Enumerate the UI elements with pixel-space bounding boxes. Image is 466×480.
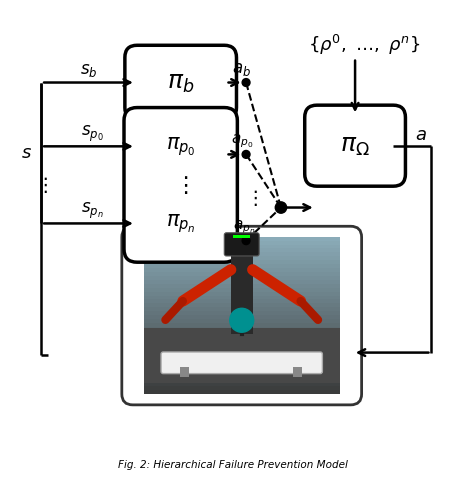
Bar	[233, 235, 250, 238]
Bar	[144, 288, 340, 292]
Bar	[144, 382, 340, 386]
Bar	[144, 343, 340, 347]
Text: $a_{p_0}$: $a_{p_0}$	[232, 132, 254, 150]
Bar	[144, 300, 340, 304]
Bar	[231, 248, 253, 335]
Bar	[144, 354, 340, 359]
Bar	[144, 256, 340, 261]
Bar	[144, 335, 340, 339]
Bar	[144, 323, 340, 327]
Circle shape	[275, 202, 287, 213]
Text: $\pi_b$: $\pi_b$	[167, 71, 194, 95]
Bar	[144, 264, 340, 268]
Text: $\pi_{p_n}$: $\pi_{p_n}$	[166, 212, 196, 235]
Text: $\{\rho^0,\ \ldots,\ \rho^n\}$: $\{\rho^0,\ \ldots,\ \rho^n\}$	[308, 33, 420, 57]
Bar	[144, 252, 340, 257]
Bar	[144, 272, 340, 276]
Bar	[144, 249, 340, 253]
Bar	[144, 331, 340, 335]
Text: $\vdots$: $\vdots$	[35, 175, 48, 195]
Bar	[144, 296, 340, 300]
Bar	[144, 276, 340, 280]
Text: $s_{p_n}$: $s_{p_n}$	[81, 201, 104, 221]
Bar	[144, 350, 340, 355]
Bar	[144, 339, 340, 343]
Bar	[293, 367, 302, 377]
Bar	[144, 280, 340, 284]
Bar	[144, 237, 340, 241]
FancyBboxPatch shape	[122, 226, 362, 405]
Bar	[144, 386, 340, 390]
Bar	[144, 366, 340, 371]
Bar	[144, 370, 340, 374]
Bar	[144, 240, 340, 245]
Circle shape	[242, 237, 250, 245]
Bar	[144, 319, 340, 324]
Bar	[144, 245, 340, 249]
Text: s: s	[22, 144, 32, 162]
Text: $\vdots$: $\vdots$	[245, 188, 258, 207]
Bar	[144, 292, 340, 296]
Bar	[144, 362, 340, 367]
FancyBboxPatch shape	[124, 108, 237, 262]
Text: $\vdots$: $\vdots$	[173, 174, 188, 196]
Text: $a_b$: $a_b$	[232, 60, 251, 78]
Bar	[144, 311, 340, 315]
Bar	[144, 268, 340, 273]
Text: a: a	[415, 126, 426, 144]
Bar	[144, 307, 340, 312]
Text: $s_{p_0}$: $s_{p_0}$	[81, 124, 104, 144]
FancyBboxPatch shape	[125, 45, 236, 120]
Bar	[144, 260, 340, 264]
Text: $\pi_{p_0}$: $\pi_{p_0}$	[166, 135, 195, 158]
Bar	[144, 303, 340, 308]
Text: Fig. 2: Hierarchical Failure Prevention Model: Fig. 2: Hierarchical Failure Prevention …	[118, 460, 348, 470]
FancyBboxPatch shape	[224, 233, 259, 256]
Circle shape	[230, 308, 254, 332]
FancyBboxPatch shape	[161, 352, 322, 373]
Bar	[144, 390, 340, 394]
Bar	[144, 315, 340, 320]
Bar	[144, 327, 340, 331]
Bar	[144, 284, 340, 288]
Text: $\pi_{\Omega}$: $\pi_{\Omega}$	[340, 133, 370, 157]
FancyBboxPatch shape	[305, 105, 405, 186]
Text: $a_{p_n}$: $a_{p_n}$	[233, 219, 255, 236]
Bar	[144, 378, 340, 382]
Bar	[180, 367, 189, 377]
Circle shape	[242, 79, 250, 86]
Circle shape	[242, 150, 250, 158]
Bar	[144, 374, 340, 378]
Text: $s_b$: $s_b$	[80, 61, 98, 79]
Bar	[144, 328, 340, 383]
Bar	[144, 347, 340, 351]
Bar	[144, 358, 340, 362]
